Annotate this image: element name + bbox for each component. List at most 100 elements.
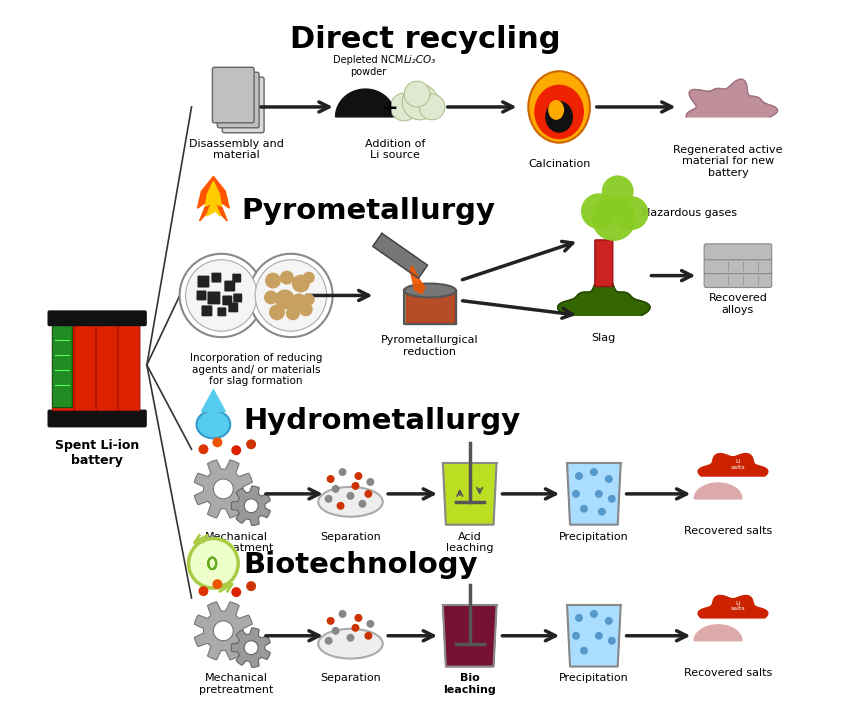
Circle shape [615, 197, 649, 230]
Circle shape [605, 617, 613, 625]
Circle shape [365, 632, 372, 640]
Polygon shape [201, 390, 225, 411]
Polygon shape [336, 89, 395, 117]
Circle shape [581, 193, 617, 229]
Circle shape [595, 490, 603, 498]
Polygon shape [406, 291, 454, 322]
Text: Depleted NCM
powder: Depleted NCM powder [333, 55, 404, 77]
Text: Biotechnology: Biotechnology [243, 551, 478, 579]
Polygon shape [231, 486, 270, 525]
Text: Recovered salts: Recovered salts [684, 525, 772, 536]
Text: Incorporation of reducing
agents and/ or materials
for slag formation: Incorporation of reducing agents and/ or… [190, 353, 322, 386]
Text: Slag: Slag [592, 333, 616, 343]
Circle shape [352, 624, 360, 632]
Circle shape [595, 632, 603, 640]
Circle shape [213, 621, 233, 641]
Circle shape [366, 620, 374, 628]
Circle shape [275, 289, 295, 310]
Text: Acid
leaching: Acid leaching [446, 532, 494, 553]
Circle shape [338, 468, 347, 476]
Text: Regenerated active
material for new
battery: Regenerated active material for new batt… [673, 145, 783, 178]
Circle shape [255, 259, 326, 331]
Circle shape [303, 293, 314, 305]
Circle shape [185, 259, 257, 331]
Text: Mechanical
pretreatment: Mechanical pretreatment [199, 532, 274, 553]
Text: Hazardous gases: Hazardous gases [642, 208, 737, 218]
Circle shape [347, 492, 354, 500]
Polygon shape [694, 483, 742, 499]
Circle shape [337, 502, 344, 510]
Circle shape [366, 478, 374, 486]
Ellipse shape [76, 315, 94, 325]
Circle shape [265, 273, 281, 288]
Circle shape [598, 508, 606, 515]
Ellipse shape [196, 411, 230, 438]
Ellipse shape [545, 101, 573, 133]
Circle shape [286, 306, 300, 320]
Circle shape [179, 254, 263, 337]
Polygon shape [443, 463, 496, 525]
Text: Recovered
alloys: Recovered alloys [709, 293, 768, 315]
Circle shape [269, 305, 285, 320]
Text: Li
salts: Li salts [731, 459, 745, 469]
Polygon shape [686, 79, 778, 117]
FancyBboxPatch shape [595, 240, 613, 286]
FancyBboxPatch shape [201, 305, 212, 316]
FancyBboxPatch shape [223, 77, 264, 133]
Text: Addition of
Li source: Addition of Li source [365, 139, 425, 160]
Circle shape [325, 495, 332, 503]
Circle shape [326, 617, 335, 625]
Circle shape [390, 93, 418, 121]
Circle shape [280, 271, 294, 284]
FancyBboxPatch shape [218, 72, 259, 128]
Circle shape [244, 641, 258, 655]
Text: Bio
leaching: Bio leaching [444, 674, 496, 695]
Circle shape [608, 495, 615, 503]
Circle shape [575, 472, 583, 480]
Circle shape [347, 633, 354, 642]
Circle shape [332, 627, 339, 635]
Text: Recovered salts: Recovered salts [684, 667, 772, 677]
Circle shape [303, 271, 314, 284]
Circle shape [592, 197, 636, 241]
Text: Precipitation: Precipitation [559, 674, 629, 684]
FancyBboxPatch shape [212, 273, 221, 283]
FancyBboxPatch shape [118, 320, 140, 411]
FancyBboxPatch shape [704, 244, 772, 259]
Circle shape [608, 637, 615, 645]
Text: Li
salts: Li salts [731, 601, 745, 612]
Text: +: + [382, 100, 399, 119]
Ellipse shape [404, 284, 456, 298]
FancyBboxPatch shape [196, 291, 207, 300]
Circle shape [580, 505, 588, 513]
Polygon shape [373, 233, 428, 279]
Ellipse shape [535, 85, 584, 139]
Circle shape [199, 444, 208, 454]
Polygon shape [206, 182, 221, 216]
Circle shape [189, 539, 238, 588]
Circle shape [212, 438, 223, 448]
Polygon shape [567, 463, 620, 525]
FancyBboxPatch shape [224, 281, 235, 291]
Polygon shape [195, 602, 252, 660]
FancyBboxPatch shape [207, 291, 220, 305]
Circle shape [602, 175, 633, 207]
Polygon shape [698, 595, 768, 618]
FancyBboxPatch shape [218, 308, 226, 316]
Ellipse shape [548, 100, 564, 120]
Text: Pyrometallurgy: Pyrometallurgy [241, 197, 496, 225]
Circle shape [590, 610, 598, 618]
Text: Spent Li-ion
battery: Spent Li-ion battery [55, 439, 139, 467]
Text: Pyrometallurgical
reduction: Pyrometallurgical reduction [381, 335, 479, 357]
Circle shape [244, 499, 258, 513]
Text: Separation: Separation [320, 674, 381, 684]
FancyBboxPatch shape [96, 320, 118, 411]
Circle shape [354, 472, 362, 480]
Text: Separation: Separation [320, 532, 381, 542]
Text: Calcination: Calcination [528, 158, 590, 168]
Polygon shape [195, 460, 252, 518]
FancyBboxPatch shape [53, 320, 74, 411]
FancyBboxPatch shape [704, 271, 772, 288]
FancyBboxPatch shape [212, 67, 254, 123]
Polygon shape [558, 275, 650, 315]
